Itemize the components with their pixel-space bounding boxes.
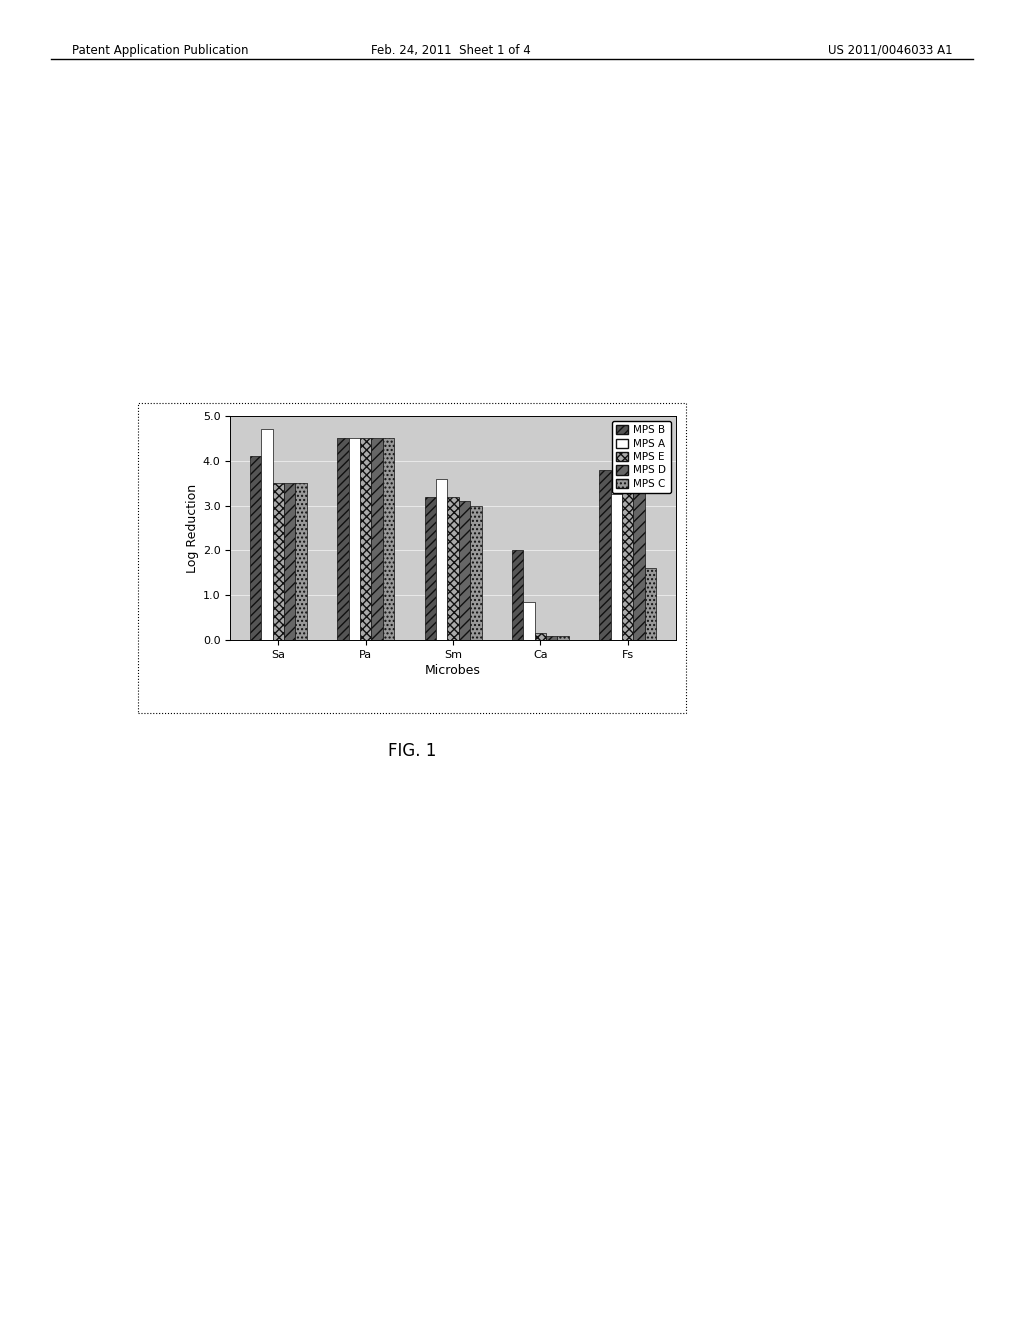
Bar (349, 438, 360, 640)
Text: US 2011/0046033 A1: US 2011/0046033 A1 (827, 44, 952, 57)
Bar (436, 479, 447, 640)
Y-axis label: Log Reduction: Log Reduction (185, 483, 199, 573)
Bar (645, 569, 656, 640)
Bar (634, 492, 645, 640)
Bar (337, 438, 349, 640)
Text: FIG. 1: FIG. 1 (388, 742, 436, 760)
Bar (546, 636, 557, 640)
Bar (250, 457, 261, 640)
Bar (383, 438, 394, 640)
Bar (459, 502, 470, 640)
Text: Patent Application Publication: Patent Application Publication (72, 44, 248, 57)
Bar (470, 506, 481, 640)
Bar (425, 496, 436, 640)
Bar (535, 634, 546, 640)
Bar (512, 550, 523, 640)
Legend: MPS B, MPS A, MPS E, MPS D, MPS C: MPS B, MPS A, MPS E, MPS D, MPS C (611, 421, 671, 492)
Bar (557, 636, 569, 640)
Bar (284, 483, 296, 640)
Bar (610, 494, 623, 640)
X-axis label: Microbes: Microbes (425, 664, 481, 677)
Bar (599, 470, 610, 640)
Bar (296, 483, 307, 640)
Bar (272, 483, 284, 640)
Bar (523, 602, 535, 640)
Bar (623, 492, 634, 640)
Bar (447, 496, 459, 640)
Bar (261, 429, 272, 640)
Bar (360, 438, 372, 640)
Bar (372, 438, 383, 640)
Text: Feb. 24, 2011  Sheet 1 of 4: Feb. 24, 2011 Sheet 1 of 4 (371, 44, 530, 57)
